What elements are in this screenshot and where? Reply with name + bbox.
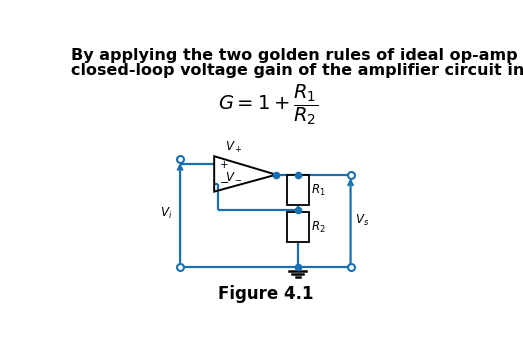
Bar <box>287 212 309 242</box>
Text: Figure 4.1: Figure 4.1 <box>218 285 313 303</box>
Text: −: − <box>220 178 229 188</box>
Text: closed-loop voltage gain of the amplifier circuit in Figure 4.1 is: closed-loop voltage gain of the amplifie… <box>71 63 523 78</box>
Text: $V_s$: $V_s$ <box>355 213 369 228</box>
Text: $R_2$: $R_2$ <box>311 220 326 234</box>
Text: $G = 1+\dfrac{R_1}{R_2}$: $G = 1+\dfrac{R_1}{R_2}$ <box>218 82 318 127</box>
Text: $R_1$: $R_1$ <box>311 183 326 197</box>
Bar <box>287 175 309 205</box>
Text: +: + <box>220 160 228 170</box>
Text: $V_+$: $V_+$ <box>225 140 243 156</box>
Text: $V_i$: $V_i$ <box>160 206 172 221</box>
Text: $V_-$: $V_-$ <box>225 169 243 182</box>
Text: By applying the two golden rules of ideal op-amp circuits, show that the: By applying the two golden rules of idea… <box>71 49 523 63</box>
